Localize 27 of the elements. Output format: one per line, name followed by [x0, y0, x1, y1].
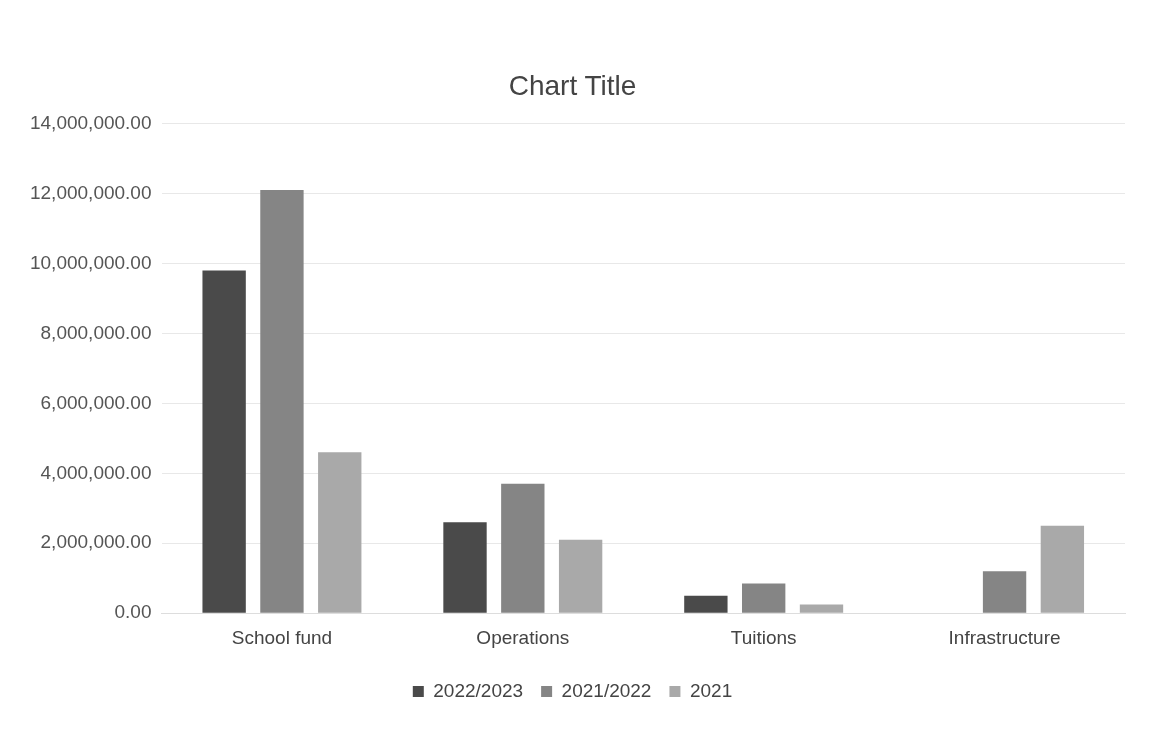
- x-tick-label: Tuitions: [730, 626, 797, 648]
- x-tick-label: School fund: [231, 626, 333, 648]
- y-tick-label: 4,000,000.00: [40, 461, 152, 483]
- x-tick-label: Infrastructure: [948, 626, 1061, 648]
- bar: [260, 190, 304, 613]
- chart-title: Chart Title: [508, 69, 637, 101]
- bar: [799, 604, 844, 613]
- legend-label: 2022/2023: [433, 679, 524, 701]
- bar: [684, 595, 728, 613]
- bar: [202, 270, 246, 613]
- bar: [982, 571, 1027, 613]
- x-tick-label: Operations: [476, 626, 570, 648]
- y-tick-label: 8,000,000.00: [40, 321, 152, 343]
- bar: [443, 522, 487, 613]
- bar: [501, 483, 545, 613]
- bar: [742, 583, 786, 613]
- legend-label: 2021/2022: [561, 679, 652, 701]
- y-tick-label: 10,000,000.00: [29, 251, 152, 273]
- bar: [558, 539, 603, 613]
- bar: [318, 452, 362, 613]
- y-tick-label: 0.00: [114, 601, 152, 623]
- y-tick-label: 12,000,000.00: [29, 181, 152, 203]
- bar: [1040, 525, 1085, 613]
- y-tick-label: 6,000,000.00: [40, 391, 152, 413]
- y-tick-label: 2,000,000.00: [40, 531, 152, 553]
- legend-label: 2021: [689, 679, 733, 701]
- y-tick-label: 14,000,000.00: [29, 111, 152, 133]
